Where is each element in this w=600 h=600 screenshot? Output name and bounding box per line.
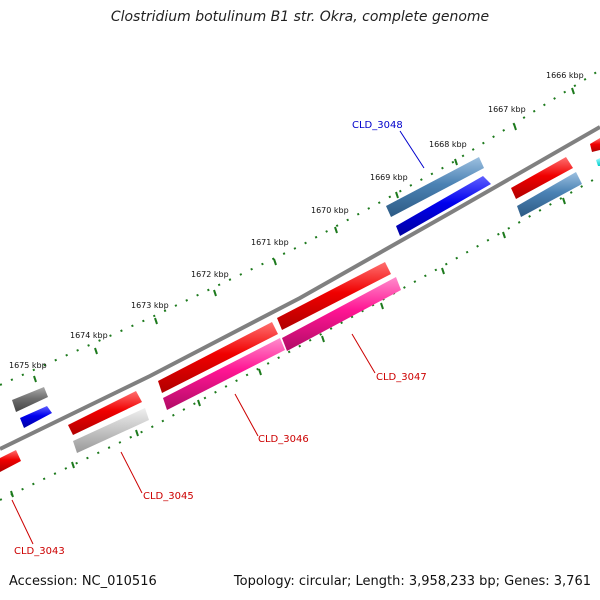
- kbp-label: 1672 kbp: [191, 270, 229, 279]
- gene-gray-1675[interactable]: [12, 387, 48, 412]
- gene-cld-3047-red[interactable]: [277, 262, 391, 330]
- kbp-label: 1668 kbp: [429, 140, 467, 149]
- gene-cld-3046-pink[interactable]: [163, 338, 285, 410]
- gene-red-1666[interactable]: [511, 157, 573, 199]
- kbp-label: 1675 kbp: [9, 361, 47, 370]
- kbp-label: 1670 kbp: [311, 206, 349, 215]
- gene-cld-3045-red[interactable]: [68, 391, 142, 435]
- gene-label-cld-3043[interactable]: CLD_3043: [14, 546, 65, 557]
- map-title: Clostridium botulinum B1 str. Okra, comp…: [110, 9, 490, 25]
- outer-tick-track: [0, 69, 600, 386]
- gene-cyan-edge[interactable]: [596, 158, 600, 166]
- topology-label: Topology: circular; Length: 3,958,233 bp…: [233, 574, 591, 589]
- kbp-label: 1666 kbp: [546, 71, 584, 80]
- inner-major-ticks: [10, 197, 566, 498]
- gene-cld-3043[interactable]: [0, 450, 21, 472]
- gene-cld-3047-pink[interactable]: [282, 277, 401, 351]
- outer-major-ticks: [33, 87, 575, 383]
- gene-label-cld-3048[interactable]: CLD_3048: [352, 120, 403, 131]
- inner-tick-track: [0, 175, 600, 501]
- gene-label-cld-3045[interactable]: CLD_3045: [143, 491, 194, 502]
- kbp-label: 1669 kbp: [370, 173, 408, 182]
- kbp-label: 1667 kbp: [488, 105, 526, 114]
- kbp-label: 1673 kbp: [131, 301, 169, 310]
- gene-label-cld-3047[interactable]: CLD_3047: [376, 372, 427, 383]
- kbp-label: 1674 kbp: [70, 331, 108, 340]
- gene-label-cld-3046[interactable]: CLD_3046: [258, 434, 309, 445]
- gene-red-edge[interactable]: [590, 138, 600, 152]
- gene-cld-3046-red[interactable]: [158, 322, 278, 393]
- accession-label: Accession: NC_010516: [9, 574, 157, 589]
- gene-cld-3048-blue[interactable]: [396, 176, 491, 236]
- gene-cld-3048-steel[interactable]: [386, 157, 484, 217]
- genome-backbone: [0, 125, 600, 451]
- gene-blue-1675[interactable]: [20, 406, 52, 428]
- gene-cld-3045-light[interactable]: [73, 408, 149, 453]
- leader-lines: [11, 130, 425, 545]
- kbp-label: 1671 kbp: [251, 238, 289, 247]
- gene-steel-1666[interactable]: [517, 172, 582, 217]
